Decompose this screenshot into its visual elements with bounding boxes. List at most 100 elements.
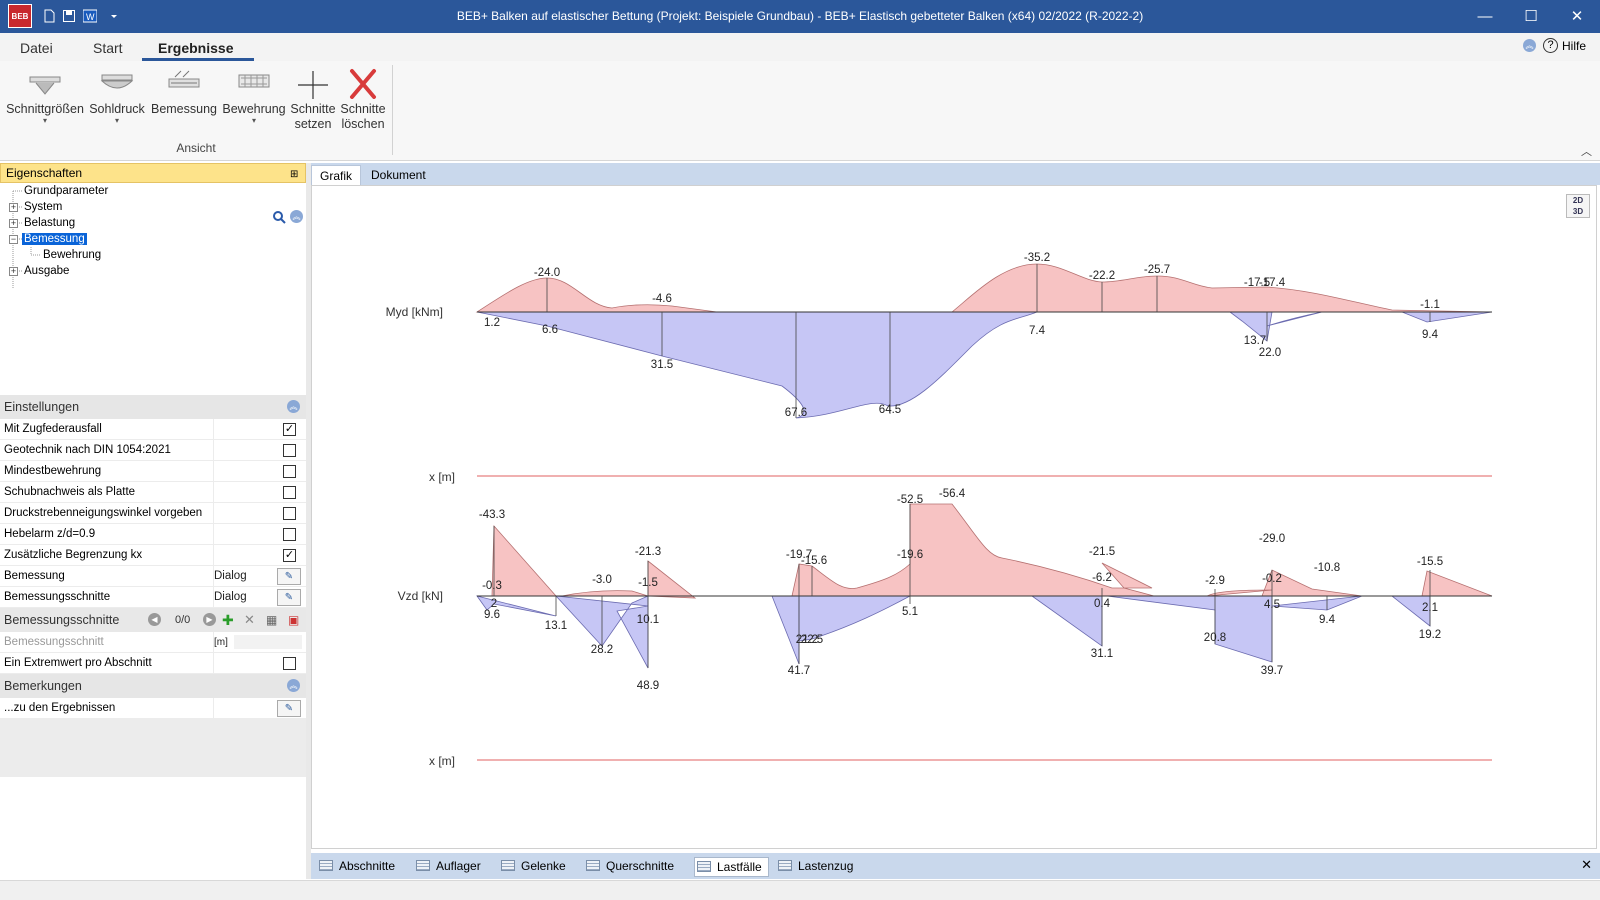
tree-item-system[interactable]: System — [24, 201, 63, 213]
sohldruck-button[interactable]: Sohldruck ▾ — [88, 67, 146, 125]
data-label: 22.0 — [1259, 347, 1281, 359]
tab-querschnitte[interactable]: Querschnitte — [584, 857, 674, 877]
y-axis-label-1: Vzd [kN] — [398, 589, 443, 603]
collapse-up-icon[interactable]: ︽ — [290, 210, 303, 223]
add-section-icon[interactable]: ✚ — [222, 612, 234, 628]
data-label: -19.7 — [786, 549, 812, 561]
setting-label: Bemessungsschnitt — [4, 636, 104, 648]
maximize-button[interactable]: ☐ — [1508, 0, 1554, 33]
table-icon[interactable]: ▦ — [266, 613, 278, 627]
tree-item-bewehrung[interactable]: Bewehrung — [43, 249, 102, 261]
checkbox-geotechnik[interactable] — [283, 444, 296, 457]
x-axis-label-0: x [m] — [429, 470, 455, 484]
checkbox-hebelarm[interactable] — [283, 528, 296, 541]
word-export-icon[interactable]: W — [83, 9, 97, 23]
setting-row: Bemessungsschnitte Dialog ✎ — [0, 587, 306, 608]
tab-lastenzug[interactable]: Lastenzug — [776, 857, 853, 877]
data-label: -15.6 — [801, 555, 827, 567]
badge-3d: 3D — [1572, 207, 1584, 216]
setting-row: Hebelarm z/d=0.9 — [0, 524, 306, 545]
sections-title: Bemessungsschnitte — [4, 613, 120, 627]
expand-icon[interactable]: + — [9, 202, 18, 212]
data-label: 0.4 — [1094, 598, 1111, 610]
tab-label: Querschnitte — [606, 859, 675, 873]
schnittgroessen-button[interactable]: Schnittgrößen ▾ — [6, 67, 84, 125]
bewehrung-button[interactable]: Bewehrung ▾ — [222, 67, 286, 125]
checkbox-zugfederausfall[interactable]: ✓ — [283, 423, 296, 436]
tab-start[interactable]: Start — [93, 40, 123, 56]
clear-icon[interactable]: ▣ — [288, 613, 300, 627]
settings-title: Einstellungen — [4, 400, 80, 414]
tab-abschnitte[interactable]: Abschnitte — [317, 857, 395, 877]
results-graphic[interactable]: Myd [kNm] x [m] 1.2 -24.0 6.6 -4.6 31.5 67.6 64.… — [311, 185, 1597, 849]
checkbox-mindestbewehrung[interactable] — [283, 465, 296, 478]
new-file-icon[interactable] — [42, 9, 56, 23]
tree-item-belastung[interactable]: Belastung — [24, 217, 76, 229]
collapse-ribbon-icon[interactable]: ︿ — [1581, 146, 1592, 158]
schnitte-setzen-button[interactable]: Schnitte setzen — [288, 67, 338, 132]
tab-ergebnisse[interactable]: Ergebnisse — [158, 40, 234, 56]
collapse-up-icon[interactable]: ︽ — [287, 679, 300, 692]
collapse-icon[interactable]: − — [9, 234, 18, 244]
collapse-up-icon[interactable]: ︽ — [287, 400, 300, 413]
next-icon[interactable]: ▶ — [203, 613, 216, 626]
tab-gelenke[interactable]: Gelenke — [499, 857, 566, 877]
data-label: -1.1 — [1420, 299, 1440, 311]
schnitte-loeschen-button[interactable]: Schnitte löschen — [340, 67, 386, 132]
tab-auflager[interactable]: Auflager — [414, 857, 481, 877]
negative-area-0 — [475, 263, 1493, 313]
previous-icon[interactable]: ◀ — [148, 613, 161, 626]
checkbox-druckstreben[interactable] — [283, 507, 296, 520]
data-label: 28.2 — [591, 644, 613, 656]
tree-item-bemessung[interactable]: Bemessung — [22, 233, 87, 245]
search-icon[interactable] — [272, 210, 286, 224]
tab-dokument[interactable]: Dokument — [371, 168, 426, 182]
delete-section-icon[interactable]: ✕ — [244, 612, 255, 627]
close-button[interactable]: ✕ — [1554, 0, 1600, 33]
checkbox-schubnachweis[interactable] — [283, 486, 296, 499]
view-2d-3d-toggle[interactable]: 2D 3D — [1566, 194, 1590, 218]
setting-row: Bemessung Dialog ✎ — [0, 566, 306, 587]
section-input[interactable] — [234, 635, 302, 649]
pin-icon[interactable]: ⊞ — [290, 169, 299, 180]
close-panel-icon[interactable]: ✕ — [1581, 857, 1592, 872]
expand-icon[interactable]: + — [9, 218, 18, 228]
tree-item-ausgabe[interactable]: Ausgabe — [24, 265, 70, 277]
edit-remarks-button[interactable]: ✎ — [277, 700, 301, 717]
tab-grafik[interactable]: Grafik — [311, 165, 362, 185]
sections-toolbar: Bemessungsschnitte ◀ 0/0 ▶ ✚ ✕ ▦ ▣ — [0, 608, 306, 632]
data-label: 5.1 — [902, 606, 918, 618]
setting-label: Schubnachweis als Platte — [4, 486, 136, 498]
data-label: -17.4 — [1259, 277, 1286, 289]
checkbox-extremwert[interactable] — [283, 657, 296, 670]
data-label: 7.4 — [1029, 325, 1046, 337]
active-tab-indicator — [142, 58, 254, 61]
checkbox-begrenzung-kx[interactable]: ✓ — [283, 549, 296, 562]
edit-dialog-button[interactable]: ✎ — [277, 589, 301, 606]
tree-item-grundparameter[interactable]: Grundparameter — [24, 185, 109, 197]
pane-splitter[interactable] — [306, 163, 311, 879]
setting-value: Dialog — [214, 570, 247, 582]
positive-area-1 — [476, 595, 1431, 669]
help-icon[interactable]: ? — [1543, 38, 1558, 53]
sohldruck-label: Sohldruck — [89, 102, 145, 116]
data-label: -29.0 — [1259, 533, 1285, 545]
customize-quick-access-icon[interactable] — [107, 9, 121, 23]
help-menu[interactable]: Hilfe — [1562, 39, 1587, 53]
data-label: 31.1 — [1091, 648, 1113, 660]
collapse-up-icon[interactable]: ︽ — [1523, 39, 1536, 52]
minimize-button[interactable]: — — [1477, 8, 1493, 25]
setting-label: Bemessungsschnitte — [4, 591, 111, 603]
window-title: BEB+ Balken auf elastischer Bettung (Pro… — [456, 9, 1144, 23]
data-label: 67.6 — [785, 407, 807, 419]
save-icon[interactable] — [62, 9, 76, 23]
expand-icon[interactable]: + — [9, 266, 18, 276]
tab-lastfaelle[interactable]: Lastfälle — [694, 857, 769, 877]
data-label: -22.2 — [1089, 270, 1115, 282]
negative-area-1 — [477, 503, 1493, 599]
data-label: 13.7 — [1244, 335, 1266, 347]
setting-label: Geotechnik nach DIN 1054:2021 — [4, 444, 171, 456]
tab-datei[interactable]: Datei — [20, 40, 53, 56]
bemessung-button[interactable]: Bemessung — [150, 67, 218, 117]
edit-dialog-button[interactable]: ✎ — [277, 568, 301, 585]
